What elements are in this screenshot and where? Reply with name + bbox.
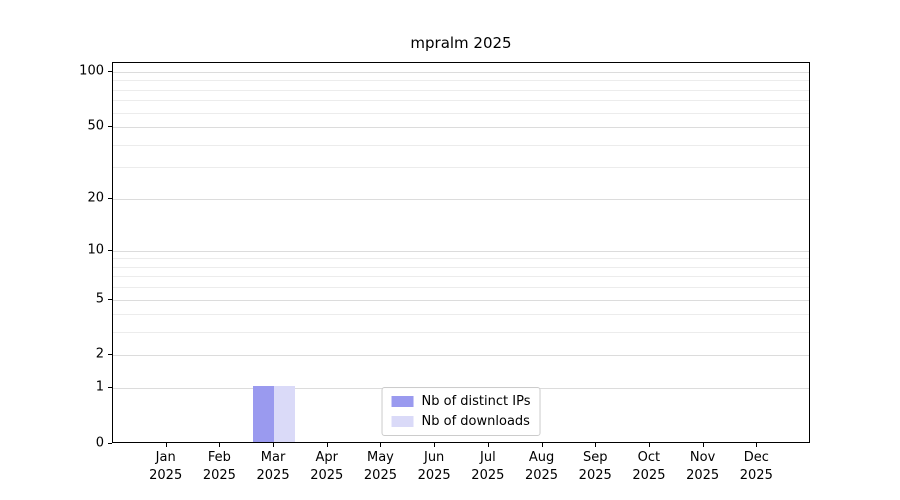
y-tick-mark-10 [108, 249, 112, 251]
x-tick-mark-mar-2025 [273, 443, 275, 447]
y-tick-label-2: 2 [95, 346, 104, 362]
gridline-minor-40 [113, 144, 809, 146]
legend-swatch-distinct-ips [391, 396, 414, 407]
x-tick-label-may-2025: May 2025 [363, 450, 397, 483]
gridline-minor-80 [113, 89, 809, 91]
gridline-minor-30 [113, 167, 809, 169]
x-tick-label-aug-2025: Aug 2025 [524, 450, 559, 483]
gridline-minor-4 [113, 314, 809, 316]
x-tick-label-feb-2025: Feb 2025 [202, 450, 236, 483]
y-tick-mark-20 [108, 197, 112, 199]
y-axis: 0 1 2 5 10 20 50 100 [0, 62, 104, 451]
bar-nb-of-downloads-mar-2025 [274, 386, 296, 442]
x-tick-mark-apr-2025 [326, 443, 328, 447]
x-tick-mark-aug-2025 [541, 443, 543, 447]
chart-title: mpralm 2025 [410, 34, 512, 52]
gridline-major-5 [113, 299, 809, 301]
y-tick-label-10: 10 [87, 242, 104, 258]
legend-label-downloads: Nb of downloads [421, 414, 530, 429]
x-tick-label-oct-2025: Oct 2025 [632, 450, 666, 483]
x-tick-mark-may-2025 [380, 443, 382, 447]
gridline-major-50 [113, 127, 809, 129]
legend-item-downloads: Nb of downloads [391, 414, 531, 429]
y-tick-label-5: 5 [95, 291, 104, 307]
gridline-major-2 [113, 355, 809, 357]
x-tick-label-jun-2025: Jun 2025 [417, 450, 451, 483]
x-tick-label-jan-2025: Jan 2025 [149, 450, 183, 483]
x-tick-mark-dec-2025 [756, 443, 758, 447]
y-tick-label-0: 0 [95, 435, 104, 451]
gridline-major-100 [113, 72, 809, 74]
gridline-major-10 [113, 250, 809, 252]
gridline-minor-3 [113, 332, 809, 334]
legend-item-distinct-ips: Nb of distinct IPs [391, 394, 531, 409]
bar-nb-of-distinct-ips-mar-2025 [253, 386, 275, 442]
x-tick-mark-sep-2025 [595, 443, 597, 447]
y-tick-label-20: 20 [87, 190, 104, 206]
plot-area: Nb of distinct IPs Nb of downloads [112, 62, 810, 443]
x-tick-mark-jul-2025 [487, 443, 489, 447]
gridline-minor-70 [113, 100, 809, 102]
y-tick-mark-100 [108, 71, 112, 73]
y-tick-mark-5 [108, 298, 112, 300]
gridline-minor-6 [113, 287, 809, 289]
bars-layer [113, 63, 809, 442]
y-tick-mark-50 [108, 126, 112, 128]
x-tick-mark-feb-2025 [219, 443, 221, 447]
x-tick-label-jul-2025: Jul 2025 [471, 450, 505, 483]
legend-label-distinct-ips: Nb of distinct IPs [421, 394, 531, 409]
gridline-major-20 [113, 198, 809, 200]
x-tick-label-apr-2025: Apr 2025 [310, 450, 344, 483]
x-axis: Jan 2025 Feb 2025 Mar 2025 Apr 2025 May 2025… [112, 449, 810, 489]
y-tick-mark-0 [108, 443, 112, 444]
gridline-minor-7 [113, 276, 809, 278]
legend-swatch-downloads [391, 416, 414, 427]
gridline-minor-9 [113, 258, 809, 260]
y-tick-mark-1 [108, 387, 112, 389]
y-tick-label-50: 50 [87, 118, 104, 134]
x-tick-mark-oct-2025 [648, 443, 650, 447]
y-tick-label-100: 100 [79, 63, 104, 79]
gridline-minor-90 [113, 80, 809, 82]
x-tick-label-mar-2025: Mar 2025 [256, 450, 290, 483]
y-tick-label-1: 1 [95, 379, 104, 395]
legend: Nb of distinct IPs Nb of downloads [381, 387, 541, 436]
x-tick-label-dec-2025: Dec 2025 [739, 450, 773, 483]
x-tick-label-sep-2025: Sep 2025 [578, 450, 612, 483]
gridline-minor-60 [113, 112, 809, 114]
y-tick-mark-2 [108, 354, 112, 356]
x-tick-mark-nov-2025 [702, 443, 704, 447]
x-tick-mark-jun-2025 [434, 443, 436, 447]
x-tick-label-nov-2025: Nov 2025 [686, 450, 720, 483]
gridline-minor-8 [113, 266, 809, 268]
x-tick-mark-jan-2025 [165, 443, 167, 447]
